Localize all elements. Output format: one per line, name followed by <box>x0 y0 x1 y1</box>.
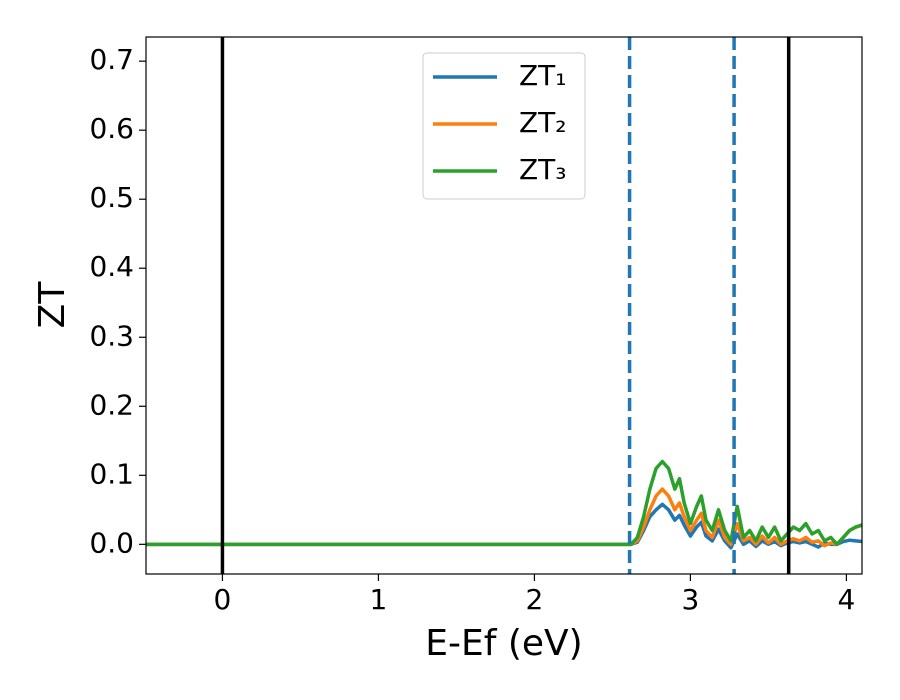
legend-label: ZT₁ <box>519 59 567 92</box>
y-tick-label: 0.5 <box>89 181 134 214</box>
x-tick-label: 4 <box>837 583 855 616</box>
y-tick-label: 0.3 <box>89 319 134 352</box>
x-tick-label: 2 <box>526 583 544 616</box>
y-tick-label: 0.7 <box>89 43 134 76</box>
y-tick-label: 0.0 <box>89 526 134 559</box>
x-tick-label: 0 <box>214 583 232 616</box>
y-tick-label: 0.1 <box>89 457 134 490</box>
x-tick-label: 1 <box>370 583 388 616</box>
legend-label: ZT₂ <box>519 106 567 139</box>
series-line <box>146 459 862 547</box>
plot-frame <box>145 36 863 575</box>
series-line <box>146 487 862 548</box>
y-tick-label: 0.6 <box>89 112 134 145</box>
y-axis-label: ZT <box>32 281 73 329</box>
y-tick-label: 0.4 <box>89 250 134 283</box>
x-axis-label: E-Ef (eV) <box>425 623 582 664</box>
x-tick-label: 3 <box>681 583 699 616</box>
series-line <box>146 502 862 550</box>
legend-label: ZT₃ <box>519 153 567 186</box>
legend-box <box>422 52 586 200</box>
y-tick-label: 0.2 <box>89 388 134 421</box>
